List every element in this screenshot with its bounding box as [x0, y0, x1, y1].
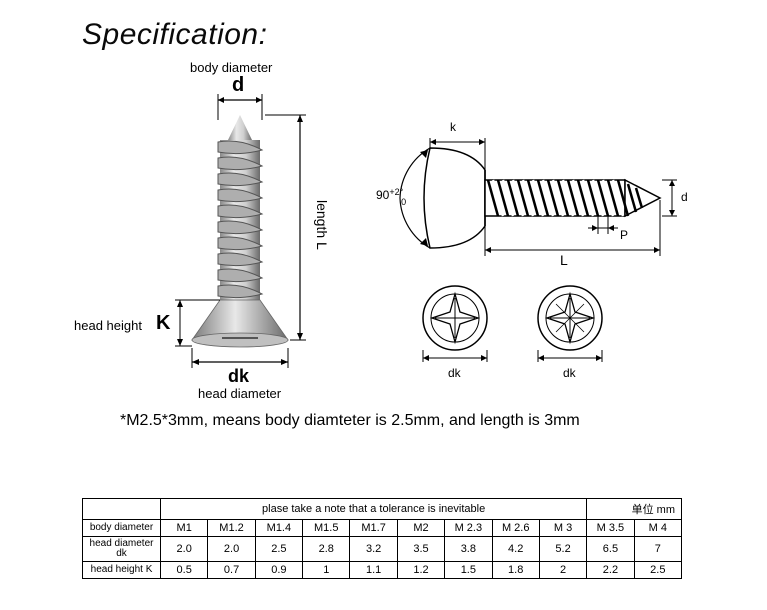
page-title: Specification: — [82, 18, 267, 52]
label-length-l: length L — [314, 200, 330, 250]
table-row-dk: head diameter dk 2.02.02.5 2.83.23.5 3.8… — [83, 537, 682, 562]
screw-technical-side — [370, 108, 680, 278]
table-row-columns: body diameter M1M1.2M1.4 M1.5M1.7M2 M 2.… — [83, 520, 682, 537]
label-dk1: dk — [448, 366, 461, 380]
label-head-height: head height — [74, 318, 142, 333]
spec-table-wrap: plase take a note that a tolerance is in… — [82, 498, 682, 579]
rowlabel-body-diameter: body diameter — [83, 520, 161, 537]
head-top-views — [410, 280, 640, 380]
label-head-diameter: head diameter — [198, 386, 281, 401]
diagram-area: body diameter d length L head height K d… — [80, 70, 690, 400]
table-header-note: plase take a note that a tolerance is in… — [161, 499, 587, 520]
label-k-small: k — [450, 120, 456, 134]
label-k: K — [156, 312, 170, 335]
label-angle-90: 90+2° 0 — [376, 188, 403, 216]
label-l-big: L — [560, 252, 568, 268]
table-unit: 单位 mm — [587, 499, 682, 520]
label-dk2: dk — [563, 366, 576, 380]
label-dk: dk — [228, 366, 249, 387]
spec-table: plase take a note that a tolerance is in… — [82, 498, 682, 579]
label-body-diameter: body diameter — [190, 60, 272, 75]
explanation-note: *M2.5*3mm, means body diamteter is 2.5mm… — [120, 412, 580, 430]
rowlabel-k: head height K — [83, 562, 161, 579]
label-p: P — [620, 228, 628, 242]
screw-photo — [120, 80, 320, 380]
table-row-k: head height K 0.50.70.9 11.11.2 1.51.82 … — [83, 562, 682, 579]
label-d: d — [232, 74, 244, 97]
rowlabel-dk: head diameter dk — [83, 537, 161, 562]
label-d-right: d — [681, 190, 688, 204]
